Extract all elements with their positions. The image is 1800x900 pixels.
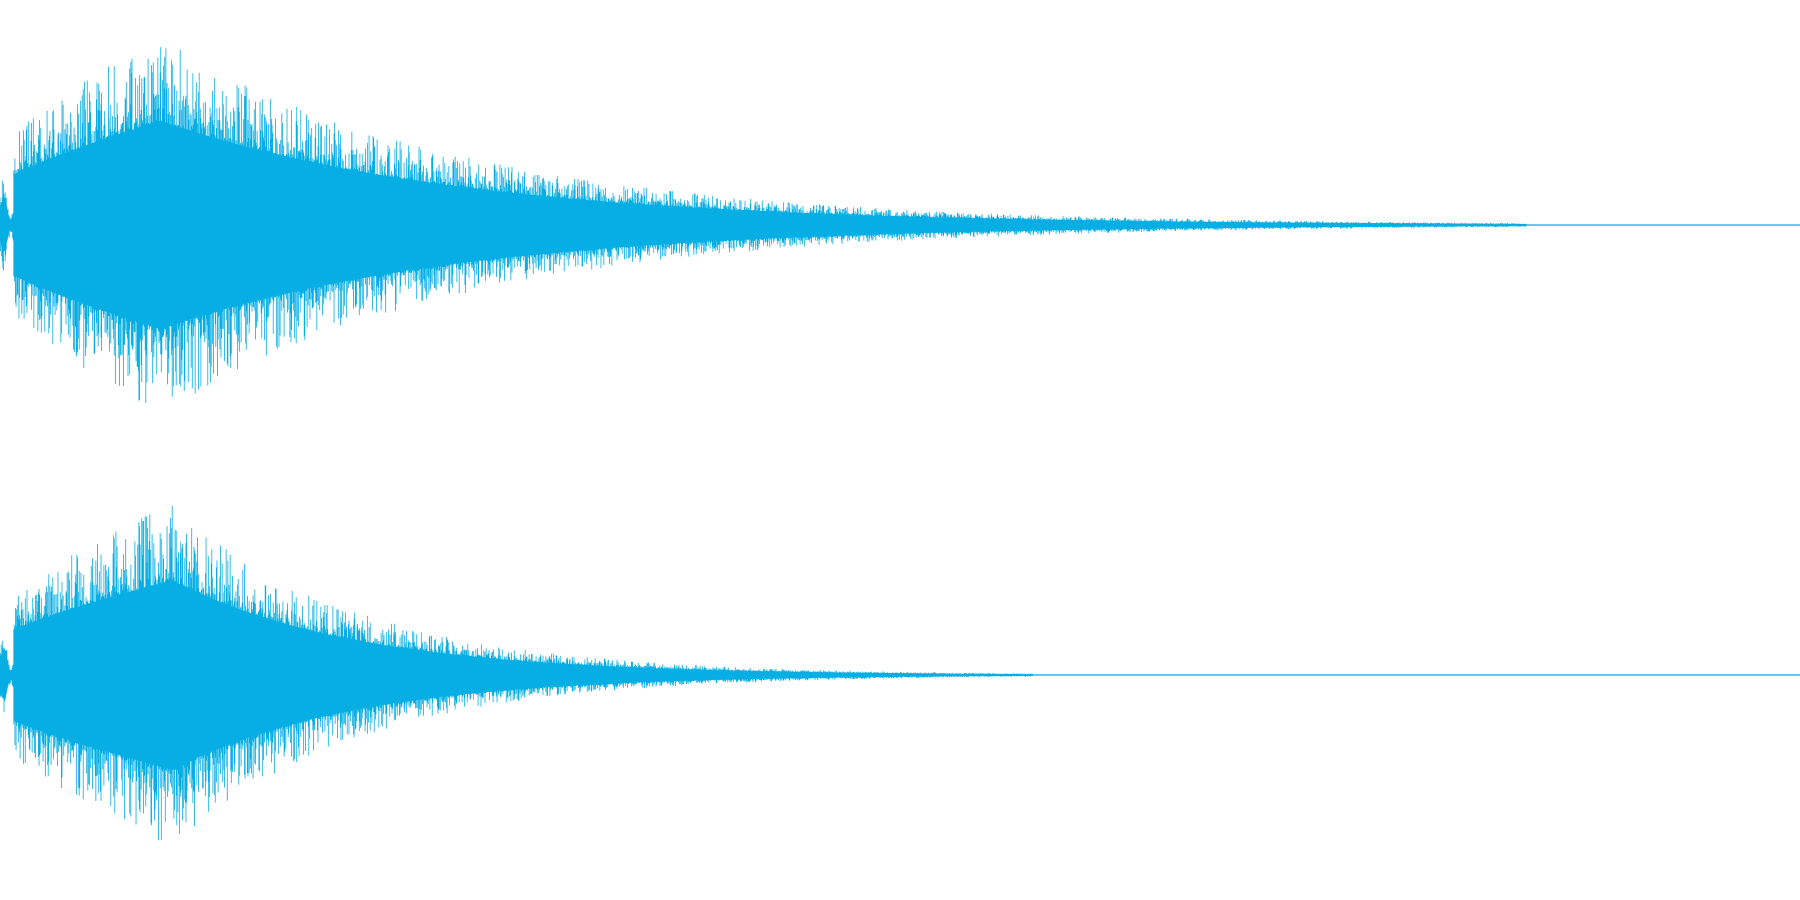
channel-2-waveform (0, 505, 1033, 841)
channel-1-waveform (0, 47, 1527, 403)
